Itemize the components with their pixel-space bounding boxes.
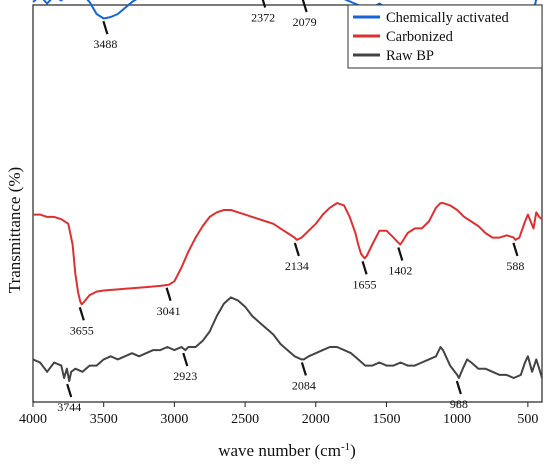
legend-box [347, 4, 543, 69]
peak-marker [78, 306, 85, 321]
legend-label: Raw BP [386, 48, 434, 64]
peak-marker [293, 242, 300, 257]
x-tick-label: 1500 [372, 412, 400, 427]
peak-label: 2079 [293, 15, 317, 29]
peak-label: 3655 [70, 323, 94, 337]
x-tick-label: 3000 [160, 412, 188, 427]
peak-label: 2372 [251, 11, 275, 25]
legend-label: Chemically activated [386, 10, 510, 26]
peak-marker [397, 247, 404, 261]
peak-marker [361, 260, 368, 275]
peak-label: 2923 [173, 369, 197, 383]
peak-marker [512, 242, 519, 257]
x-tick-label: 500 [517, 412, 538, 427]
legend-label: Carbonized [386, 29, 454, 45]
x-axis-label: wave number (cm-1) [218, 441, 356, 460]
peak-label: 3041 [157, 304, 181, 318]
peak-label: 1655 [353, 277, 377, 291]
peak-marker [300, 362, 307, 376]
x-axis-label-main: wave number (cm [218, 441, 341, 460]
x-tick-label: 3500 [90, 412, 118, 427]
peak-label: 3488 [93, 37, 117, 51]
peak-label: 2084 [292, 378, 316, 392]
peak-marker [102, 20, 109, 35]
x-tick-label: 1000 [443, 412, 471, 427]
peak-marker [66, 383, 73, 398]
peak-label: 988 [450, 397, 468, 411]
peak-marker [182, 352, 189, 367]
x-tick-label: 4000 [19, 412, 47, 427]
series-line-3 [32, 296, 543, 383]
x-axis-label-suffix: ) [350, 441, 356, 460]
peak-label: 588 [506, 259, 524, 273]
series-line-2 [33, 202, 543, 306]
peak-marker [261, 0, 267, 8]
peak-label: 2134 [285, 259, 309, 273]
peak-marker [165, 287, 172, 302]
peak-marker [455, 380, 462, 395]
peak-label: 3744 [57, 400, 81, 414]
y-axis-label: Transmittance (%) [5, 167, 24, 293]
peak-label: 1402 [388, 264, 412, 278]
peak-marker [301, 0, 308, 13]
x-tick-label: 2000 [302, 412, 330, 427]
x-tick-label: 2500 [231, 412, 259, 427]
x-axis-label-sup: -1 [341, 441, 350, 453]
plot-frame [32, 4, 543, 403]
